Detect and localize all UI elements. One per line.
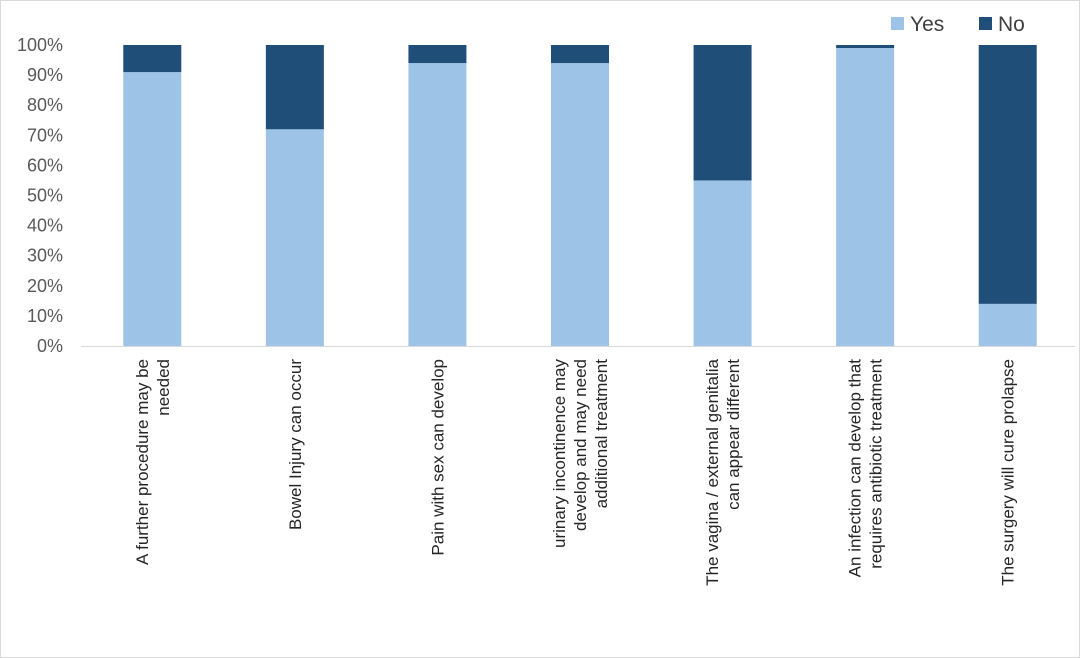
x-category-label-line: requires antibiotic treatment — [867, 359, 886, 569]
bar-yes-6 — [836, 48, 895, 346]
x-category-label: urinary incontinence may develop and may … — [550, 359, 611, 548]
bar-no-7 — [978, 45, 1037, 304]
x-category-label-line: A further procedure may be — [133, 359, 152, 565]
bar-no-5 — [693, 45, 752, 181]
x-category-label: Pain with sex can develop — [428, 359, 447, 556]
y-tick-label: 50% — [27, 186, 63, 206]
x-category-label-line: An infection can develop that — [846, 359, 865, 578]
bar-no-4 — [551, 45, 609, 64]
bar-yes-2 — [265, 129, 324, 346]
y-tick-label: 90% — [27, 65, 63, 85]
x-category-label-line: develop and may need — [571, 359, 590, 531]
legend-swatch-no — [979, 17, 992, 30]
x-category-label-line: can appear different — [724, 359, 743, 510]
y-tick-label: 70% — [27, 125, 63, 145]
x-category-label: An infection can develop that requires an… — [846, 359, 886, 578]
x-category-label: The vagina / external genitalia can appea… — [703, 358, 743, 585]
x-category-label: Bowel Injury can occur — [286, 359, 305, 530]
bar-yes-4 — [551, 63, 609, 347]
y-tick-label: 10% — [27, 306, 63, 326]
bar-yes-1 — [123, 72, 182, 346]
bar-no-1 — [123, 45, 182, 73]
bar-no-6 — [836, 45, 895, 49]
x-category-label-line: The surgery will cure prolapse — [999, 359, 1018, 586]
bar-yes-5 — [693, 180, 752, 346]
bar-yes-7 — [978, 303, 1037, 346]
x-category-label-line: The vagina / external genitalia — [703, 358, 722, 585]
legend-label-yes: Yes — [910, 13, 944, 36]
y-tick-label: 100% — [17, 35, 63, 55]
x-category-label-line: urinary incontinence may — [550, 359, 569, 548]
x-category-label: A further procedure may be needed — [133, 359, 173, 565]
x-category-label-line: additional treatment — [592, 359, 611, 509]
x-category-label-line: Bowel Injury can occur — [286, 359, 305, 530]
x-category-label: The surgery will cure prolapse — [999, 359, 1018, 586]
bar-no-3 — [408, 45, 467, 64]
y-tick-label: 60% — [27, 155, 63, 175]
y-tick-label: 30% — [27, 246, 63, 266]
y-tick-label: 40% — [27, 216, 63, 236]
bar-no-2 — [265, 45, 324, 130]
x-category-label-line: needed — [154, 359, 173, 416]
legend-swatch-yes — [891, 17, 904, 30]
x-category-label-line: Pain with sex can develop — [428, 359, 447, 556]
bar-yes-3 — [408, 63, 467, 347]
y-tick-label: 20% — [27, 276, 63, 296]
y-tick-label: 0% — [37, 336, 63, 356]
y-tick-label: 80% — [27, 95, 63, 115]
legend-label-no: No — [998, 13, 1025, 36]
